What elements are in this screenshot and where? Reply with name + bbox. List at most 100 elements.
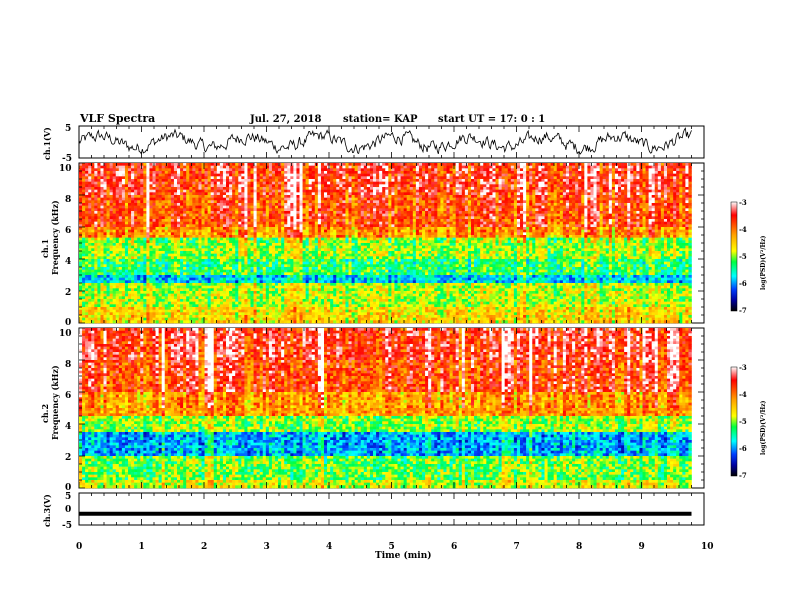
spectrogram-cell: [520, 179, 523, 182]
spectrogram-cell: [183, 222, 186, 225]
spectrogram-cell: [618, 184, 621, 187]
spectrogram-cell: [548, 227, 551, 230]
spectrogram-cell: [137, 187, 140, 190]
spectrogram-cell: [520, 224, 523, 227]
spectrogram-cell: [370, 176, 373, 179]
spectrogram-cell: [597, 163, 600, 166]
spectrogram-cell: [214, 203, 217, 206]
spectrogram-cell: [584, 198, 587, 201]
spectrogram-cell: [266, 203, 269, 206]
spectrogram-cell: [477, 206, 480, 209]
spectrogram-cell: [597, 187, 600, 190]
spectrogram-cell: [269, 166, 272, 169]
spectrogram-cell: [257, 171, 260, 174]
spectrogram-cell: [664, 192, 667, 195]
spectrogram-cell: [621, 190, 624, 193]
spectrogram-cell: [554, 198, 557, 201]
spectrogram-cell: [447, 184, 450, 187]
spectrogram-cell: [128, 216, 131, 219]
spectrogram-cell: [79, 195, 82, 198]
spectrogram-cell: [229, 184, 232, 187]
spectrogram-cell: [290, 163, 293, 166]
spectrogram-cell: [394, 190, 397, 193]
spectrogram-cell: [587, 187, 590, 190]
spectrogram-cell: [146, 171, 149, 174]
spectrogram-cell: [532, 190, 535, 193]
spectrogram-cell: [189, 182, 192, 185]
spectrogram-cell: [685, 187, 688, 190]
spectrogram-cell: [526, 227, 529, 230]
spectrogram-cell: [306, 208, 309, 211]
spectrogram-cell: [450, 163, 453, 166]
spectrogram-cell: [541, 184, 544, 187]
spectrogram-cell: [440, 227, 443, 230]
spectrogram-cell: [572, 200, 575, 203]
spectrogram-cell: [321, 182, 324, 185]
spectrogram-cell: [437, 166, 440, 169]
spectrogram-cell: [168, 224, 171, 227]
spectrogram-cell: [91, 171, 94, 174]
spectrogram-cell: [688, 171, 691, 174]
spectrogram-cell: [597, 176, 600, 179]
spectrogram-cell: [492, 187, 495, 190]
spectrogram-cell: [192, 206, 195, 209]
spectrogram-cell: [459, 224, 462, 227]
spectrogram-cell: [113, 227, 116, 230]
spectrogram-cell: [134, 214, 137, 217]
spectrogram-cell: [652, 211, 655, 214]
spectrogram-cell: [345, 219, 348, 222]
spectrogram-cell: [134, 182, 137, 185]
spectrogram-cell: [275, 192, 278, 195]
spectrogram-cell: [483, 219, 486, 222]
spectrogram-cell: [486, 206, 489, 209]
spectrogram-cell: [131, 192, 134, 195]
spectrogram-cell: [575, 179, 578, 182]
spectrogram-cell: [471, 214, 474, 217]
spectrogram-cell: [339, 227, 342, 230]
spectrogram-cell: [192, 227, 195, 230]
spectrogram-cell: [361, 206, 364, 209]
spectrogram-cell: [223, 200, 226, 203]
spectrogram-cell: [624, 166, 627, 169]
spectrogram-cell: [275, 184, 278, 187]
spectrogram-cell: [600, 219, 603, 222]
spectrogram-cell: [492, 166, 495, 169]
spectrogram-cell: [649, 168, 652, 171]
spectrogram-cell: [235, 224, 238, 227]
spectrogram-cell: [434, 174, 437, 177]
spectrogram-cell: [364, 208, 367, 211]
spectrogram-cell: [186, 163, 189, 166]
spectrogram-cell: [251, 168, 254, 171]
spectrogram-cell: [143, 182, 146, 185]
spectrogram-cell: [260, 195, 263, 198]
spectrogram-cell: [333, 168, 336, 171]
spectrogram-cell: [140, 211, 143, 214]
spectrogram-cell: [603, 227, 606, 230]
spectrogram-cell: [251, 190, 254, 193]
spectrogram-cell: [685, 163, 688, 166]
spectrogram-cell: [557, 187, 560, 190]
spectrogram-cell: [153, 168, 156, 171]
spectrogram-cell: [358, 214, 361, 217]
spectrogram-cell: [551, 224, 554, 227]
spectrogram-cell: [630, 200, 633, 203]
spectrogram-cell: [333, 163, 336, 166]
spectrogram-cell: [189, 208, 192, 211]
spectrogram-cell: [125, 171, 128, 174]
spectrogram-cell: [545, 182, 548, 185]
spectrogram-cell: [330, 198, 333, 201]
spectrogram-cell: [131, 182, 134, 185]
spectrogram-cell: [572, 192, 575, 195]
spectrogram-cell: [202, 192, 205, 195]
spectrogram-cell: [272, 208, 275, 211]
spectrogram-cell: [355, 208, 358, 211]
spectrogram-cell: [468, 214, 471, 217]
spectrogram-cell: [465, 224, 468, 227]
spectrogram-cell: [505, 203, 508, 206]
spectrogram-cell: [171, 200, 174, 203]
spectrogram-cell: [652, 206, 655, 209]
spectrogram-cell: [333, 216, 336, 219]
spectrogram-cell: [254, 184, 257, 187]
spectrogram-cell: [235, 219, 238, 222]
spectrogram-cell: [667, 184, 670, 187]
